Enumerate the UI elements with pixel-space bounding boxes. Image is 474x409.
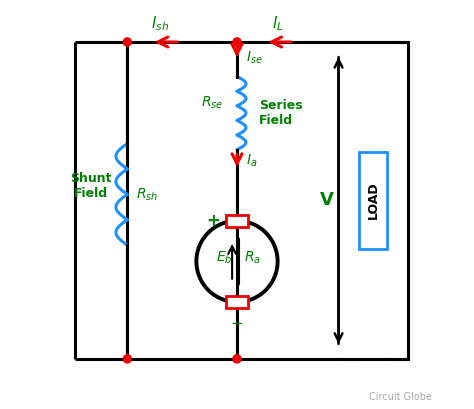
Text: $R_a$: $R_a$: [244, 250, 261, 266]
Text: $R_{se}$: $R_{se}$: [201, 95, 224, 111]
Text: $R_{sh}$: $R_{sh}$: [136, 186, 158, 202]
Bar: [226, 215, 248, 227]
Text: $I_{se}$: $I_{se}$: [246, 50, 263, 66]
Text: Circuit Globe: Circuit Globe: [369, 391, 432, 402]
Text: V: V: [320, 191, 334, 209]
Circle shape: [123, 355, 131, 363]
Text: $I_L$: $I_L$: [272, 14, 283, 33]
Bar: [226, 296, 248, 308]
Circle shape: [233, 355, 241, 363]
Circle shape: [233, 38, 241, 46]
Text: LOAD: LOAD: [366, 182, 380, 219]
Circle shape: [123, 38, 131, 46]
Text: +: +: [206, 212, 220, 230]
Text: $E_b$: $E_b$: [216, 250, 232, 266]
Text: $-$: $-$: [230, 314, 244, 329]
Text: Series
Field: Series Field: [259, 99, 303, 127]
Text: $I_{sh}$: $I_{sh}$: [151, 14, 169, 33]
Text: Shunt
Field: Shunt Field: [70, 172, 111, 200]
Bar: [359, 152, 387, 249]
Text: $I_a$: $I_a$: [246, 153, 257, 169]
